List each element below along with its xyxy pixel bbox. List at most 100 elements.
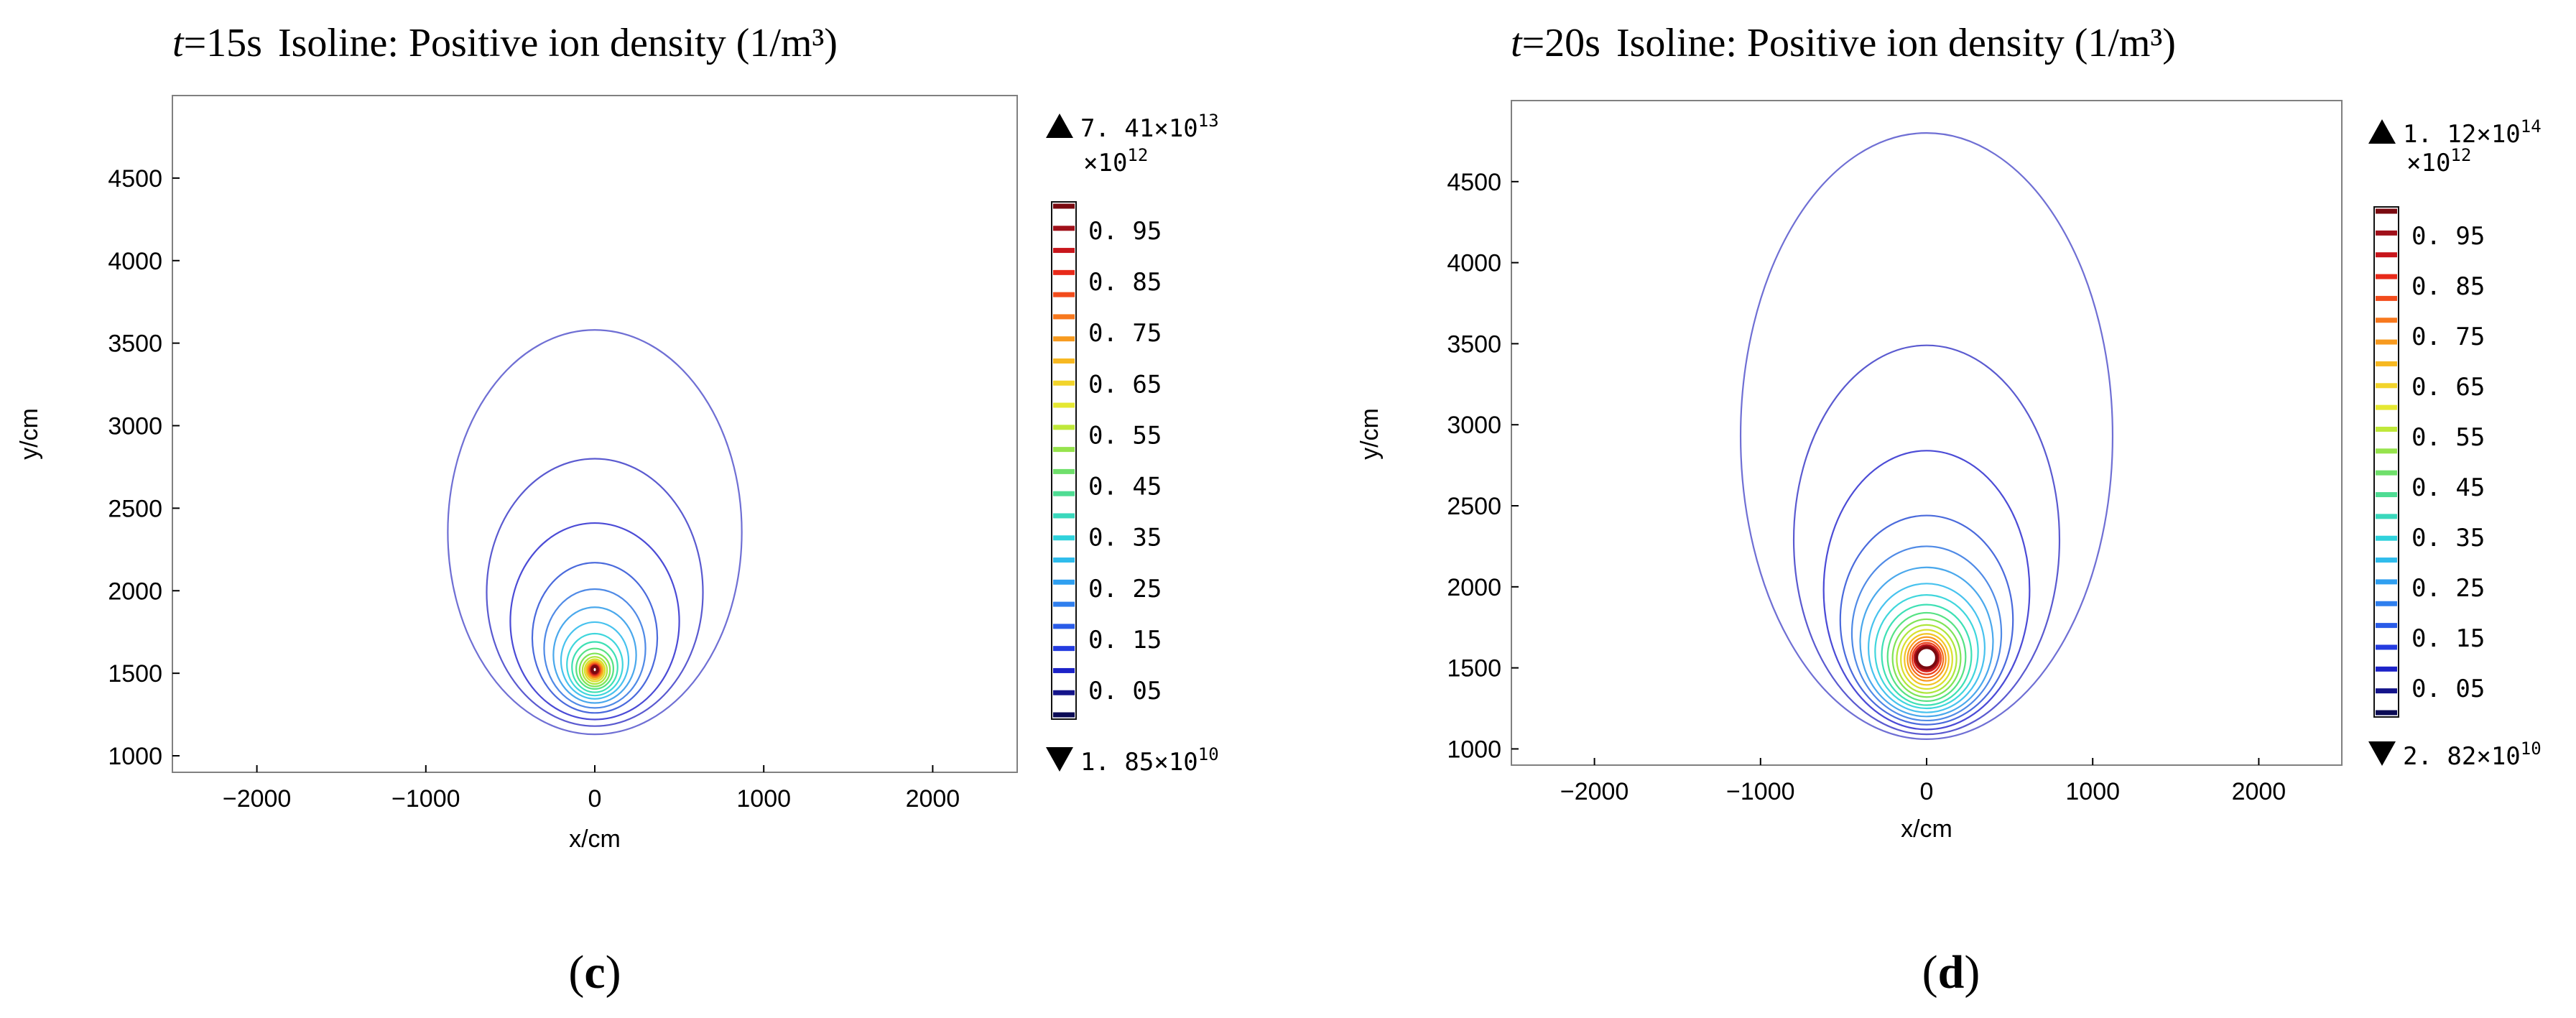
panel-d-y-tick-label: 4000 xyxy=(1447,250,1501,277)
panel-d-colorbar-frame xyxy=(2373,206,2399,718)
panel-c-contour xyxy=(552,606,637,704)
panel-d-colorbar-swatch xyxy=(2376,208,2397,214)
panel-c-colorbar-swatch xyxy=(1053,579,1075,585)
panel-c-title-text: Isoline: Positive ion density (1/m³) xyxy=(278,21,838,65)
panel-d-colorbar-swatch xyxy=(2376,274,2397,279)
panel-c-x-tick-label: 2000 xyxy=(906,785,960,813)
panel-d-x-tick-label: −1000 xyxy=(1726,778,1795,805)
panel-c-colorbar-swatch xyxy=(1053,690,1075,695)
panel-d-colorbar-label: 0. 25 xyxy=(2411,574,2485,603)
panel-d-contour xyxy=(1867,583,1986,713)
panel-d-contours xyxy=(1739,132,2114,741)
panel-d-colorbar-swatch xyxy=(2376,688,2397,694)
panel-d-colorbar-swatch xyxy=(2376,295,2397,301)
panel-c-y-tick-label: 2000 xyxy=(108,578,162,605)
panel-d-colorbar-label: 0. 65 xyxy=(2411,373,2485,402)
panel-d-contour xyxy=(1886,611,1967,702)
panel-c-colorbar-swatch xyxy=(1053,667,1075,673)
panel-c-colorbar-swatch xyxy=(1053,402,1075,408)
panel-c-colorbar-label: 0. 15 xyxy=(1088,626,1162,654)
panel-c-colorbar-swatch xyxy=(1053,468,1075,474)
panel-c-colorbar-swatch xyxy=(1053,624,1075,629)
panel-c-contour xyxy=(587,661,603,679)
panel-c-contour xyxy=(588,662,602,677)
panel-d-colorbar-label: 0. 35 xyxy=(2411,524,2485,552)
panel-d-contour xyxy=(1859,566,1994,718)
panel-d-contour xyxy=(1891,618,1962,698)
panel-d-x-tick-label: −2000 xyxy=(1560,778,1629,805)
panel-d-colorbar-swatch xyxy=(2376,492,2397,498)
panel-d-colorbar-swatch xyxy=(2376,535,2397,541)
panel-c-time-label: t xyxy=(172,21,185,65)
panel-c-y-tick-label: 4000 xyxy=(108,248,162,275)
panel-d-contour xyxy=(1906,636,1947,682)
panel-c-colorbar-label: 0. 05 xyxy=(1088,677,1162,705)
panel-d-contour xyxy=(1739,132,2114,741)
panel-c-colorbar-swatch xyxy=(1053,535,1075,541)
panel-d-y-label: y/cm xyxy=(1356,408,1384,460)
panel-d-y-tick-label: 1500 xyxy=(1447,655,1501,682)
panel-c-y-tick-label: 4500 xyxy=(108,165,162,193)
panel-c-colorbar-swatch xyxy=(1053,425,1075,430)
panel-c-plot-area xyxy=(172,95,1018,773)
panel-d-colorbar-label: 0. 85 xyxy=(2411,272,2485,301)
panel-d-colorbar-swatch xyxy=(2376,383,2397,389)
panel-d-colorbar-swatch xyxy=(2376,557,2397,563)
panel-d-colorbar-swatch xyxy=(2376,470,2397,476)
panel-d-colorbar-max: 1. 12×1014 xyxy=(2403,116,2542,149)
panel-c-contour xyxy=(447,329,743,736)
panel-d-contour xyxy=(1915,646,1938,670)
panel-c-colorbar-label: 0. 55 xyxy=(1088,421,1162,450)
panel-d-contour xyxy=(1881,603,1973,706)
panel-d-colorbar-label: 0. 95 xyxy=(2411,222,2485,251)
panel-c-min-marker-icon xyxy=(1046,747,1073,772)
panel-c-contour xyxy=(531,562,659,714)
panel-c-contour xyxy=(509,522,680,721)
panel-d-y-axis: 1000 1500 2000 2500 3000 3500 4000 4500 xyxy=(1447,169,1519,763)
panel-c-colorbar-label: 0. 95 xyxy=(1088,217,1162,246)
panel-d-title-text: Isoline: Positive ion density (1/m³) xyxy=(1616,21,2176,65)
panel-d-colorbar-label: 0. 15 xyxy=(2411,624,2485,653)
panel-c-contour xyxy=(575,647,614,690)
panel-c-colorbar-swatch xyxy=(1053,447,1075,453)
panel-d-colorbar-swatch xyxy=(2376,710,2397,716)
panel-d-colorbar: 1. 12×1014×1012 0. 95 0. 85 0. 75 0. 65 0. 55… xyxy=(2368,116,2542,771)
panel-d-time-value: =20s xyxy=(1522,21,1600,65)
panel-c-letter: c xyxy=(584,946,605,999)
panel-d-contour xyxy=(1874,594,1979,710)
panel-d-colorbar-label: 0. 45 xyxy=(2411,473,2485,502)
panel-d-colorbar-swatch xyxy=(2376,339,2397,345)
panel-c-colorbar-swatch xyxy=(1053,513,1075,519)
panel-c-x-tick-label: 1000 xyxy=(736,785,791,813)
panel-d-x-label: x/cm xyxy=(1901,815,1952,843)
panel-d-colorbar-label: 0. 55 xyxy=(2411,423,2485,452)
panel-c-caption: (c) xyxy=(568,946,621,999)
panel-c-time-value: =15s xyxy=(184,21,262,65)
panel-c-contour xyxy=(566,632,624,697)
panel-c-y-label: y/cm xyxy=(16,408,43,460)
panel-c-contour xyxy=(581,656,608,685)
panel-c-colorbar-label: 0. 65 xyxy=(1088,370,1162,399)
panel-d-x-tick-label: 1000 xyxy=(2065,778,2120,805)
panel-d-contour xyxy=(1792,344,2061,736)
panel-d-y-tick-label: 2000 xyxy=(1447,574,1501,601)
panel-d-title: t=20s Isoline: Positive ion density (1/m³… xyxy=(1511,21,2176,65)
panel-c-colorbar-swatch xyxy=(1053,358,1075,364)
panel-c-contour xyxy=(571,641,618,693)
panel-d-colorbar-swatch xyxy=(2376,644,2397,650)
panel-c-colorbar-swatch xyxy=(1053,336,1075,342)
panel-d-contour xyxy=(1850,545,2003,722)
panel-d-colorbar-swatch xyxy=(2376,579,2397,585)
panel-c-colorbar-swatch xyxy=(1053,203,1075,209)
panel-d-contour xyxy=(1900,629,1953,690)
panel-d-time-label: t xyxy=(1511,21,1523,65)
panel-d-y-tick-label: 3000 xyxy=(1447,412,1501,439)
panel-d-colorbar-scale: ×1012 xyxy=(2406,145,2471,177)
panel-d-contour xyxy=(1911,642,1942,675)
panel-d-y-tick-label: 3500 xyxy=(1447,330,1501,358)
panel-c-y-tick-label: 3000 xyxy=(108,413,162,440)
panel-c-colorbar-swatch xyxy=(1053,601,1075,607)
panel-c-colorbar-swatch xyxy=(1053,269,1075,275)
panel-d-max-marker-icon xyxy=(2368,119,2396,144)
panel-c-max-marker-icon xyxy=(1046,114,1073,138)
